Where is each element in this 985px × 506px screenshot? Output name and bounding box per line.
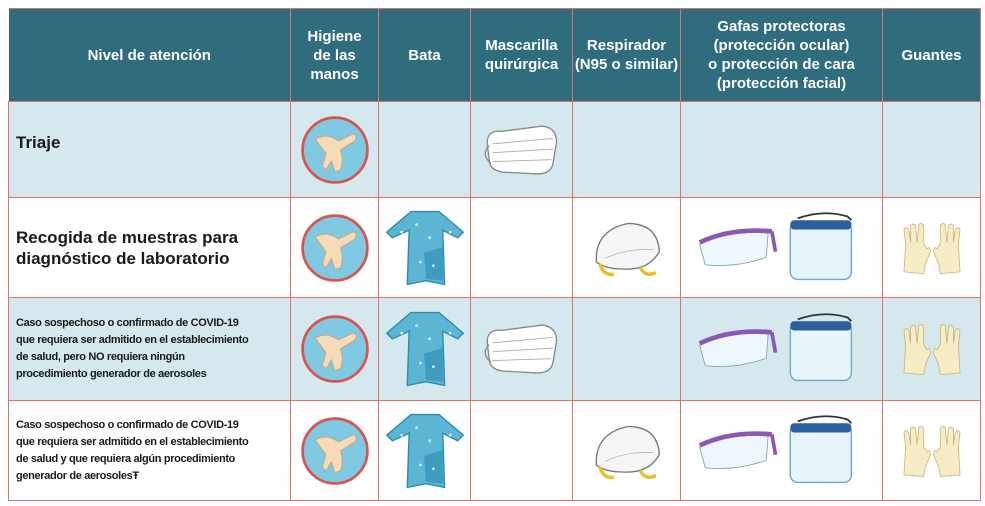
- cell: [882, 400, 981, 501]
- row: Recogida de muestras para diagnóstico de …: [8, 197, 981, 298]
- text-line: Gafas protectoras: [717, 18, 846, 35]
- text-line: generador de aerosolesŦ: [16, 469, 139, 482]
- hand-hygiene-icon: [299, 114, 371, 186]
- text-line: Recogida de muestras para: [16, 227, 239, 247]
- respirator-icon: [587, 416, 667, 486]
- cell: [290, 101, 379, 198]
- cell: [378, 101, 471, 198]
- cell: [470, 197, 573, 298]
- gloves-icon: [899, 422, 965, 480]
- cell: [680, 197, 883, 298]
- row-label: Caso sospechoso o confirmado de COVID-19…: [8, 400, 291, 501]
- eye-face-protection-icon: [694, 312, 870, 386]
- eye-face-protection-icon: [694, 414, 870, 488]
- text-line: Caso sospechoso o confirmado de COVID-19: [16, 418, 239, 431]
- cell: [290, 197, 379, 298]
- text-line: Nivel de atención: [87, 46, 211, 64]
- header-cell: Mascarilla quirúrgica: [470, 8, 573, 102]
- surgical-mask-icon: [482, 119, 562, 181]
- text-line: Higiene: [307, 27, 362, 45]
- row-label: Triaje: [8, 101, 291, 198]
- cell: [680, 400, 883, 501]
- header-cell: Gafas protectoras (protección ocular) o pr…: [680, 8, 883, 102]
- text-line: (protección ocular): [713, 37, 850, 54]
- cell: [572, 400, 681, 501]
- row-label: Recogida de muestras para diagnóstico de …: [8, 197, 291, 298]
- row: Caso sospechoso o confirmado de COVID-19…: [8, 297, 981, 401]
- cell: [470, 297, 573, 401]
- header-cell: Guantes: [882, 8, 981, 102]
- header-cell: Bata: [378, 8, 471, 102]
- text-line: Caso sospechoso o confirmado de COVID-19: [16, 317, 239, 329]
- surgical-mask-icon: [482, 318, 562, 380]
- text-line: (protección facial): [716, 75, 847, 92]
- cell: [882, 297, 981, 401]
- cell: [470, 101, 573, 198]
- gown-icon: [383, 206, 467, 290]
- text-line: procedimiento generador de aerosoles: [16, 368, 207, 380]
- header-row: Nivel de atención Higiene de las manos Bat…: [8, 8, 981, 102]
- text-line: (N95 o similar): [574, 56, 679, 73]
- cell: [572, 101, 681, 198]
- cell: [680, 101, 883, 198]
- text-line: de salud y que requiera algún procedimie…: [16, 452, 236, 465]
- gown-icon: [383, 307, 467, 391]
- header-cell: Higiene de las manos: [290, 8, 379, 102]
- text-line: Mascarilla: [485, 37, 558, 54]
- cell: [378, 197, 471, 298]
- text-line: diagnóstico de laboratorio: [16, 248, 230, 268]
- eye-face-protection-icon: [694, 211, 870, 285]
- cell: [378, 297, 471, 401]
- text-line: Triaje: [16, 133, 61, 152]
- cell: [470, 400, 573, 501]
- hand-hygiene-icon: [299, 212, 371, 284]
- header-cell: Nivel de atención: [8, 8, 291, 102]
- text-line: Respirador: [586, 37, 667, 54]
- row-label: Caso sospechoso o confirmado de COVID-19…: [8, 297, 291, 401]
- text-line: de salud, pero NO requiera ningún: [16, 351, 185, 363]
- cell: [680, 297, 883, 401]
- row: Caso sospechoso o confirmado de COVID-19…: [8, 400, 981, 501]
- cell: [882, 197, 981, 298]
- cell: [290, 400, 379, 501]
- text-line: que requiera ser admitido en el establec…: [16, 435, 249, 448]
- cell: [572, 197, 681, 298]
- gown-icon: [383, 409, 467, 493]
- gloves-icon: [899, 219, 965, 277]
- text-line: quirúrgica: [484, 56, 559, 73]
- text-line: que requiera ser admitido en el establec…: [16, 334, 249, 346]
- gloves-icon: [899, 320, 965, 378]
- text-line: Bata: [408, 46, 441, 64]
- respirator-icon: [587, 213, 667, 283]
- cell: [572, 297, 681, 401]
- cell: [290, 297, 379, 401]
- ppe-table: Nivel de atención Higiene de las manos Bat…: [8, 8, 981, 501]
- text-line: Guantes: [901, 46, 962, 64]
- header-cell: Respirador (N95 o similar): [572, 8, 681, 102]
- hand-hygiene-icon: [299, 415, 371, 487]
- text-line: de las: [313, 46, 356, 64]
- hand-hygiene-icon: [299, 313, 371, 385]
- cell: [378, 400, 471, 501]
- text-line: manos: [310, 65, 359, 83]
- text-line: o protección de cara: [708, 56, 855, 73]
- cell: [882, 101, 981, 198]
- row: Triaje: [8, 101, 981, 198]
